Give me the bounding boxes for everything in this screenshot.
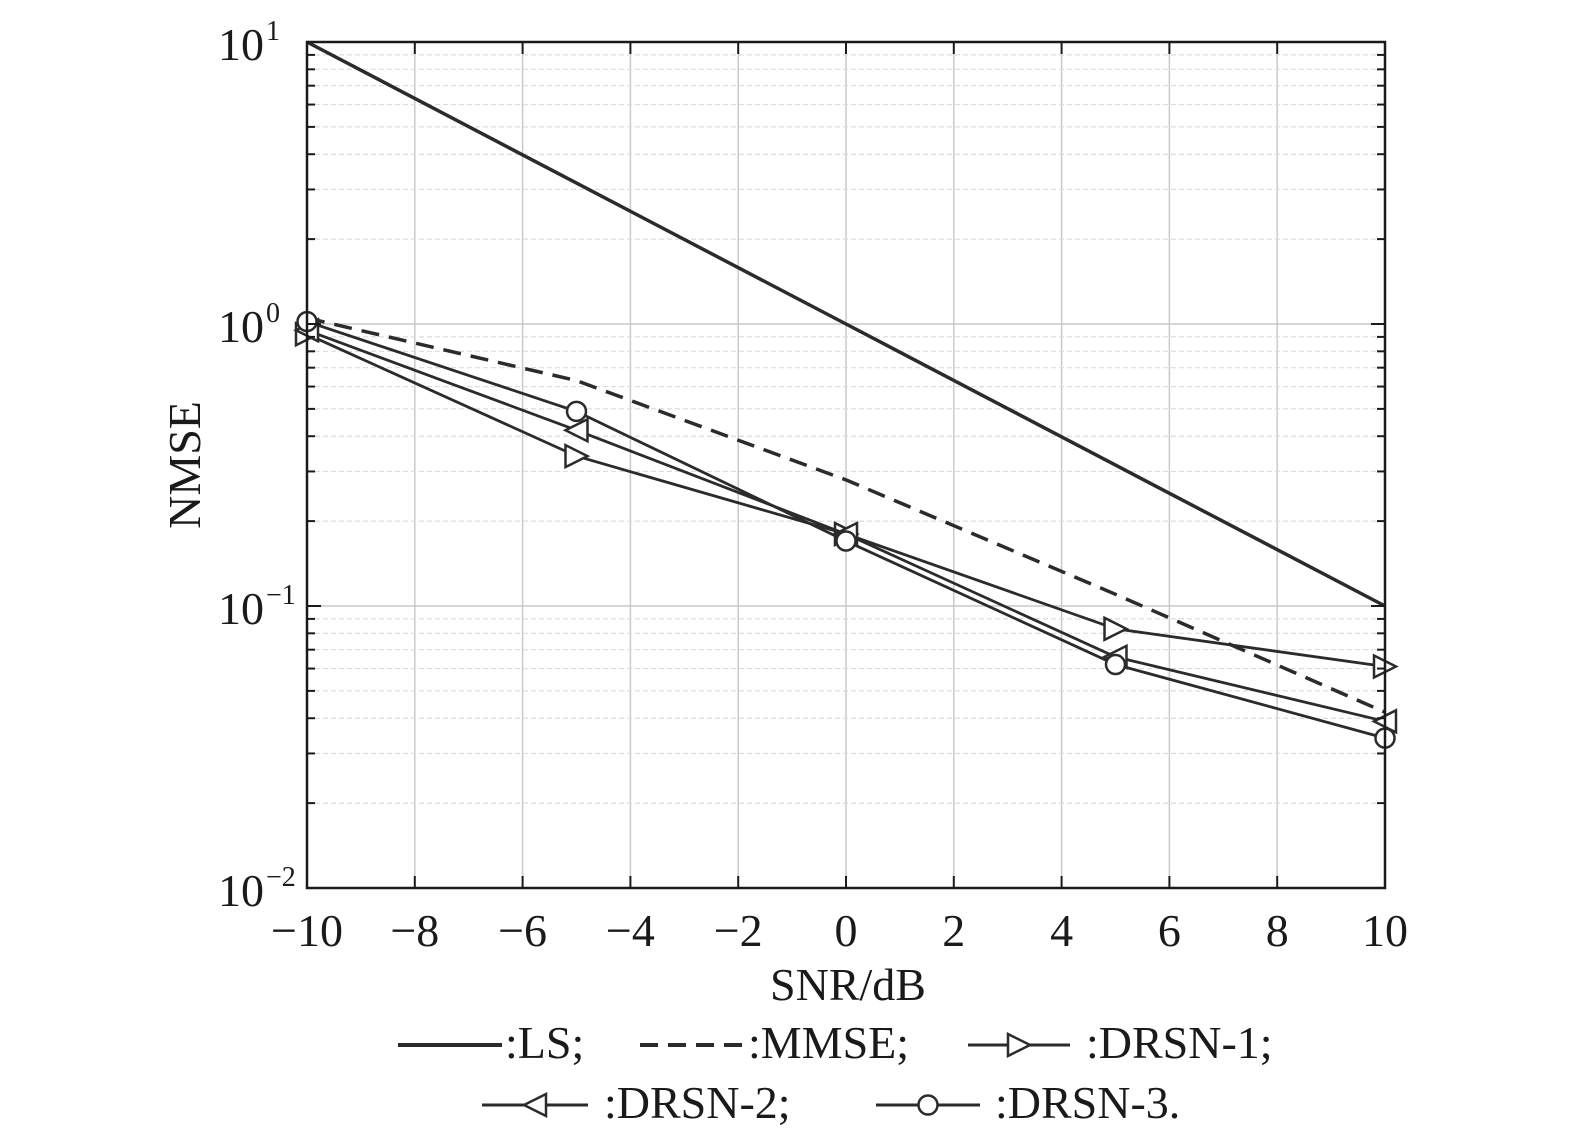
x-tick-label: −2: [714, 905, 763, 956]
y-tick-label-exponent: 1: [266, 16, 280, 47]
y-tick-label: 10: [218, 19, 264, 70]
legend-label: :DRSN-3.: [995, 1077, 1180, 1128]
y-axis-label: NMSE: [159, 401, 210, 529]
x-axis-label: SNR/dB: [770, 959, 926, 1010]
series-1: [306, 40, 1386, 608]
series-line: [306, 316, 1386, 714]
data-point: [562, 417, 589, 444]
legend-entry-4: :DRSN-2;: [482, 1077, 791, 1128]
data-point: [835, 530, 857, 552]
y-tick-label-exponent: −2: [266, 862, 296, 893]
legend-marker: [521, 1091, 548, 1119]
legend-entry-5: :DRSN-3.: [876, 1077, 1180, 1128]
x-tick-label: −4: [606, 905, 655, 956]
x-tick-label: 2: [942, 905, 965, 956]
x-tick-label: 4: [1050, 905, 1073, 956]
x-tick-label: 0: [835, 905, 858, 956]
y-tick-label: 10: [218, 583, 264, 634]
legend-marker: [1006, 1031, 1033, 1059]
legend: :LS; :MMSE; :DRSN-1; :DRSN-2; :DRSN-3.: [398, 1017, 1273, 1128]
data-point: [1103, 615, 1130, 642]
x-tick-label: −6: [498, 905, 547, 956]
x-tick-label: 8: [1266, 905, 1289, 956]
y-tick-label-exponent: 0: [266, 298, 280, 329]
legend-label: :DRSN-1;: [1086, 1017, 1273, 1068]
y-tick-label: 10: [218, 301, 264, 352]
data-point: [565, 400, 588, 423]
x-tick-label: −10: [271, 905, 343, 956]
y-tick-label: 10: [218, 865, 264, 916]
series-2: [306, 316, 1386, 714]
legend-label: :LS;: [505, 1017, 584, 1068]
legend-label: :MMSE;: [748, 1017, 909, 1068]
axis-ticks: [306, 42, 1386, 889]
legend-label: :DRSN-2;: [604, 1077, 791, 1128]
y-tick-label-exponent: −1: [266, 580, 296, 611]
legend-entry-2: :MMSE;: [640, 1017, 909, 1068]
data-point: [1104, 653, 1127, 676]
series-line: [306, 40, 1386, 608]
legend-entry-1: :LS;: [398, 1017, 584, 1068]
x-tick-label: 10: [1362, 905, 1408, 956]
x-tick-label: −8: [390, 905, 439, 956]
x-tick-label: 6: [1158, 905, 1181, 956]
data-point: [564, 443, 591, 470]
grid-lines: [307, 42, 1385, 888]
legend-marker: [917, 1094, 939, 1116]
x-tick-labels: −10 −8 −6 −4 −2 0 2 4 6 8 10: [271, 905, 1408, 956]
legend-entry-3: :DRSN-1;: [968, 1017, 1273, 1068]
